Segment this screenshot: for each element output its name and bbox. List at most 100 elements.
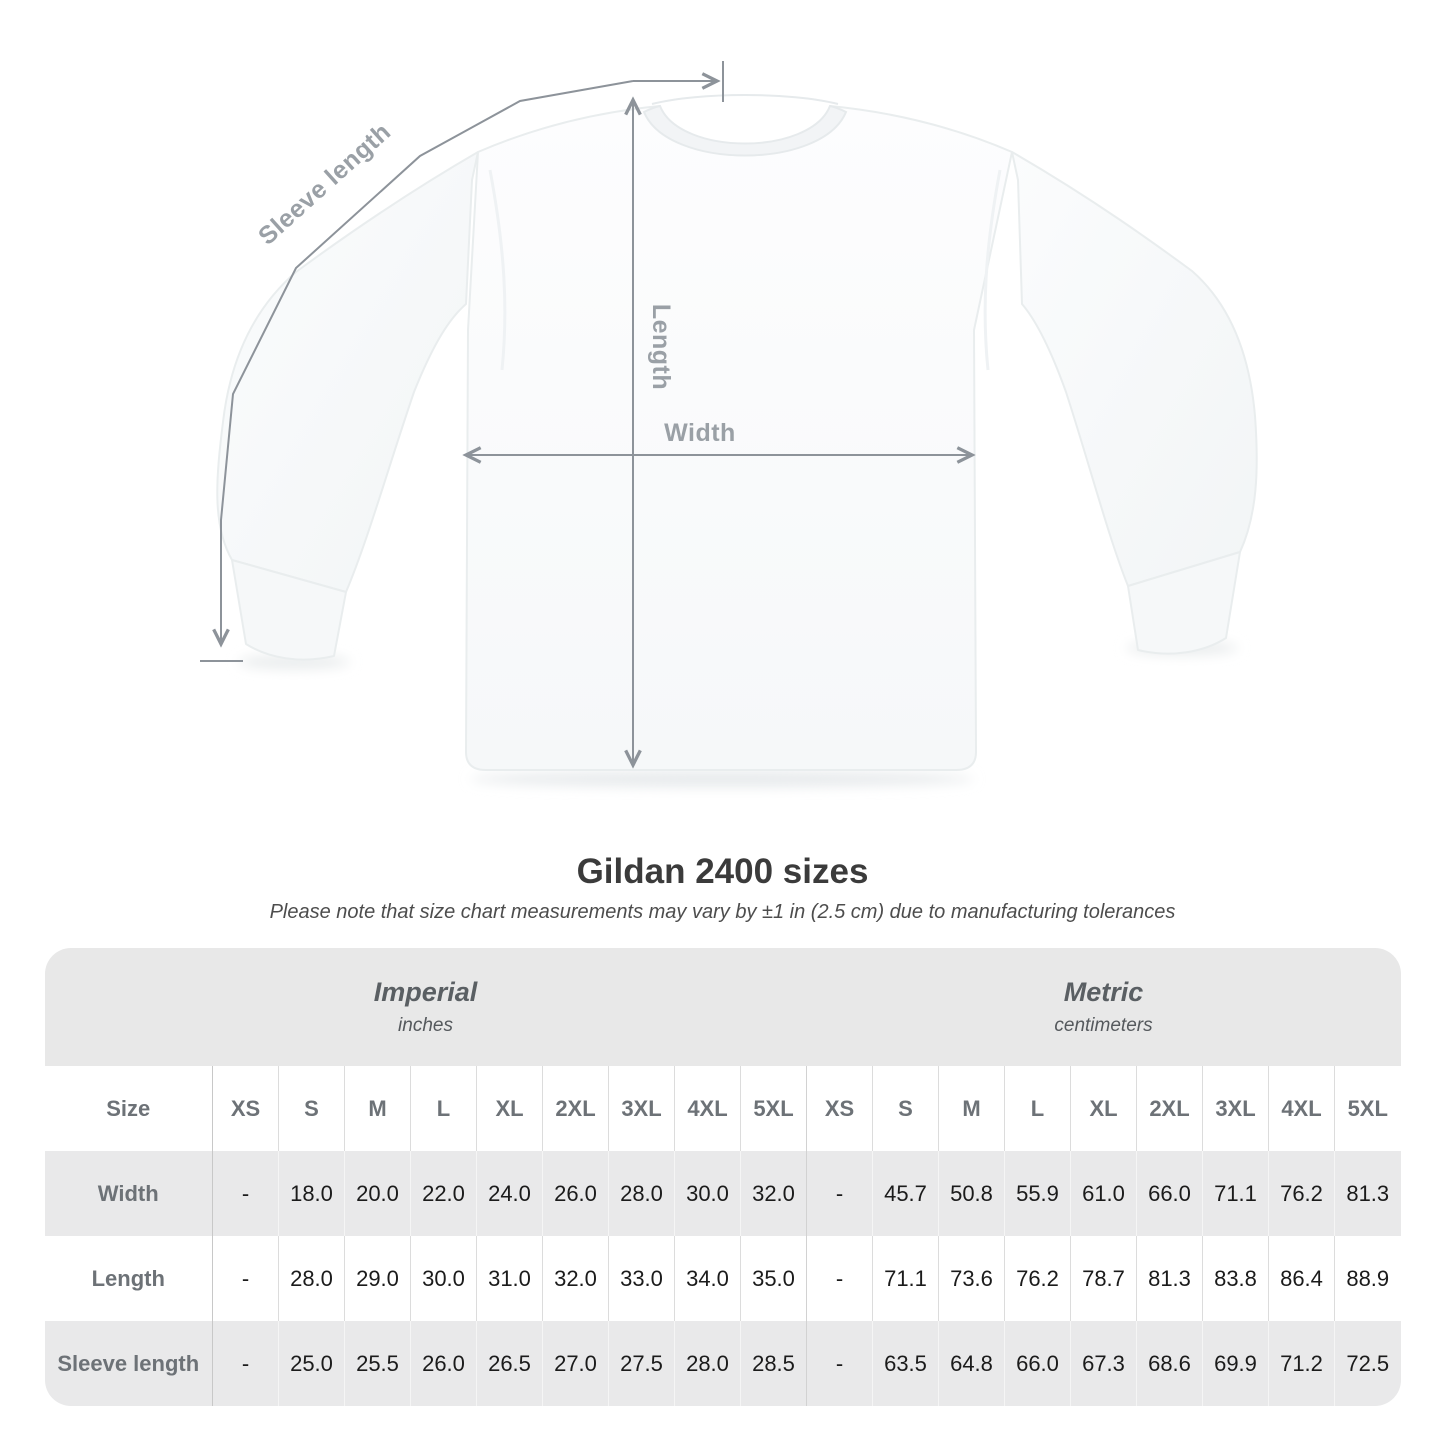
size-col-header: 5XL [1347,1095,1388,1121]
value-cell: 71.2 [1268,1321,1335,1406]
value-cell: 67.3 [1070,1321,1137,1406]
value-cell: 18.0 [278,1151,345,1236]
width-label: Width [664,419,736,447]
value-cell: 76.2 [1004,1236,1071,1321]
value-cell: - [806,1321,873,1406]
size-col-header: M [938,1066,1005,1151]
value-cell: 83.8 [1202,1236,1269,1321]
unit-system-row: Imperial inches Metric centimeters [44,948,1401,1066]
value-cell: 72.5 [1346,1350,1390,1376]
value-cell: 25.0 [278,1321,345,1406]
shirt-collar [642,104,848,157]
size-col-header: M [344,1066,411,1151]
value-cell: 76.2 [1268,1151,1335,1236]
value-cell: 66.0 [1004,1321,1071,1406]
value-cell: - [806,1236,873,1321]
shirt-measurement-diagram: Sleeve length Length Width [200,61,1258,787]
value-cell: 32.0 [542,1236,609,1321]
measurement-row: Length -28.0 29.0 30.0 31.0 32.0 33.0 34.0 35.0-… [44,1236,1401,1321]
value-cell: 68.6 [1136,1321,1203,1406]
value-cell: 26.0 [410,1321,477,1406]
size-col-header: S [872,1066,939,1151]
page-subtitle: Please note that size chart measurements… [269,901,1176,923]
size-col-header: XL [1070,1066,1137,1151]
value-cell: 20.0 [344,1151,411,1236]
value-cell: 25.5 [344,1321,411,1406]
value-cell: 26.0 [542,1151,609,1236]
shirt-left-cuff [231,559,347,661]
value-cell: 61.0 [1070,1151,1137,1236]
unit-system-name: Imperial [373,977,478,1007]
value-cell: 32.0 [740,1151,807,1236]
value-cell: 78.7 [1070,1236,1137,1321]
value-cell: 81.3 [1346,1180,1390,1206]
measurement-row: Sleeve length -25.0 25.5 26.0 26.5 27.0 27.5 28… [44,1321,1401,1406]
value-cell: 30.0 [410,1236,477,1321]
value-cell: - [212,1151,279,1236]
value-cell: 50.8 [938,1151,1005,1236]
row-label: Sleeve length [44,1321,213,1406]
value-cell: 35.0 [740,1236,807,1321]
value-cell: 26.5 [476,1321,543,1406]
value-cell: 28.0 [608,1151,675,1236]
sleeve-length-arrow [221,80,634,644]
value-cell: 27.5 [608,1321,675,1406]
unit-system-unit: centimeters [1054,1015,1153,1036]
value-cell: - [806,1151,873,1236]
size-col-header: L [410,1066,477,1151]
shirt-right-sleeve [1011,151,1258,587]
row-label: Length [44,1236,213,1321]
unit-system-metric: Metric centimeters [806,948,1401,1066]
size-col-header: XS [212,1066,279,1151]
size-col-header: 2XL [1136,1066,1203,1151]
size-col-header: XS [806,1066,873,1151]
value-cell: 31.0 [476,1236,543,1321]
length-label: Length [647,304,675,390]
size-col-header: 5XL [740,1066,807,1151]
value-cell: 29.0 [344,1236,411,1321]
value-cell: - [212,1236,279,1321]
size-table: Imperial inches Metric centimeters Size X… [44,948,1401,1406]
value-cell: 28.0 [674,1321,741,1406]
unit-system-imperial: Imperial inches [44,948,807,1066]
fold-line [983,169,1002,371]
shirt-shadow [470,771,974,787]
value-cell: 86.4 [1268,1236,1335,1321]
value-cell: 71.1 [1202,1151,1269,1236]
value-cell: 34.0 [674,1236,741,1321]
shirt-body [465,105,1013,771]
value-cell: 64.8 [938,1321,1005,1406]
row-label: Width [44,1151,213,1236]
size-col-header: XL [476,1066,543,1151]
value-cell: 69.9 [1202,1321,1269,1406]
value-cell: 71.1 [872,1236,939,1321]
size-column-header: Size [44,1066,213,1151]
shirt-right-cuff [1127,551,1241,655]
size-col-header: S [278,1066,345,1151]
value-cell: 28.5 [740,1321,807,1406]
value-cell: 24.0 [476,1151,543,1236]
shirt-left-sleeve [216,151,479,593]
size-col-header: 3XL [608,1066,675,1151]
page-title: Gildan 2400 sizes [576,852,869,891]
fold-line [488,169,507,371]
value-cell: 81.3 [1136,1236,1203,1321]
value-cell: 28.0 [278,1236,345,1321]
size-col-header: 3XL [1202,1066,1269,1151]
value-cell: 88.9 [1346,1265,1390,1291]
measurement-row: Width -18.0 20.0 22.0 24.0 26.0 28.0 30.0 32.0-4… [44,1151,1401,1236]
value-cell: 66.0 [1136,1151,1203,1236]
value-cell: 55.9 [1004,1151,1071,1236]
value-cell: 33.0 [608,1236,675,1321]
value-cell: 30.0 [674,1151,741,1236]
unit-system-name: Metric [1063,977,1144,1007]
size-col-header: L [1004,1066,1071,1151]
value-cell: 63.5 [872,1321,939,1406]
unit-system-unit: inches [398,1015,453,1036]
value-cell: 45.7 [872,1151,939,1236]
value-cell: - [212,1321,279,1406]
size-col-header: 4XL [674,1066,741,1151]
size-header-row: Size XS S M L XL 2XL 3XL 4XL 5XL XS S M L XL 2XL 3XL 4XL 5… [44,1066,1401,1151]
shirt-collar-back [651,94,839,105]
value-cell: 27.0 [542,1321,609,1406]
